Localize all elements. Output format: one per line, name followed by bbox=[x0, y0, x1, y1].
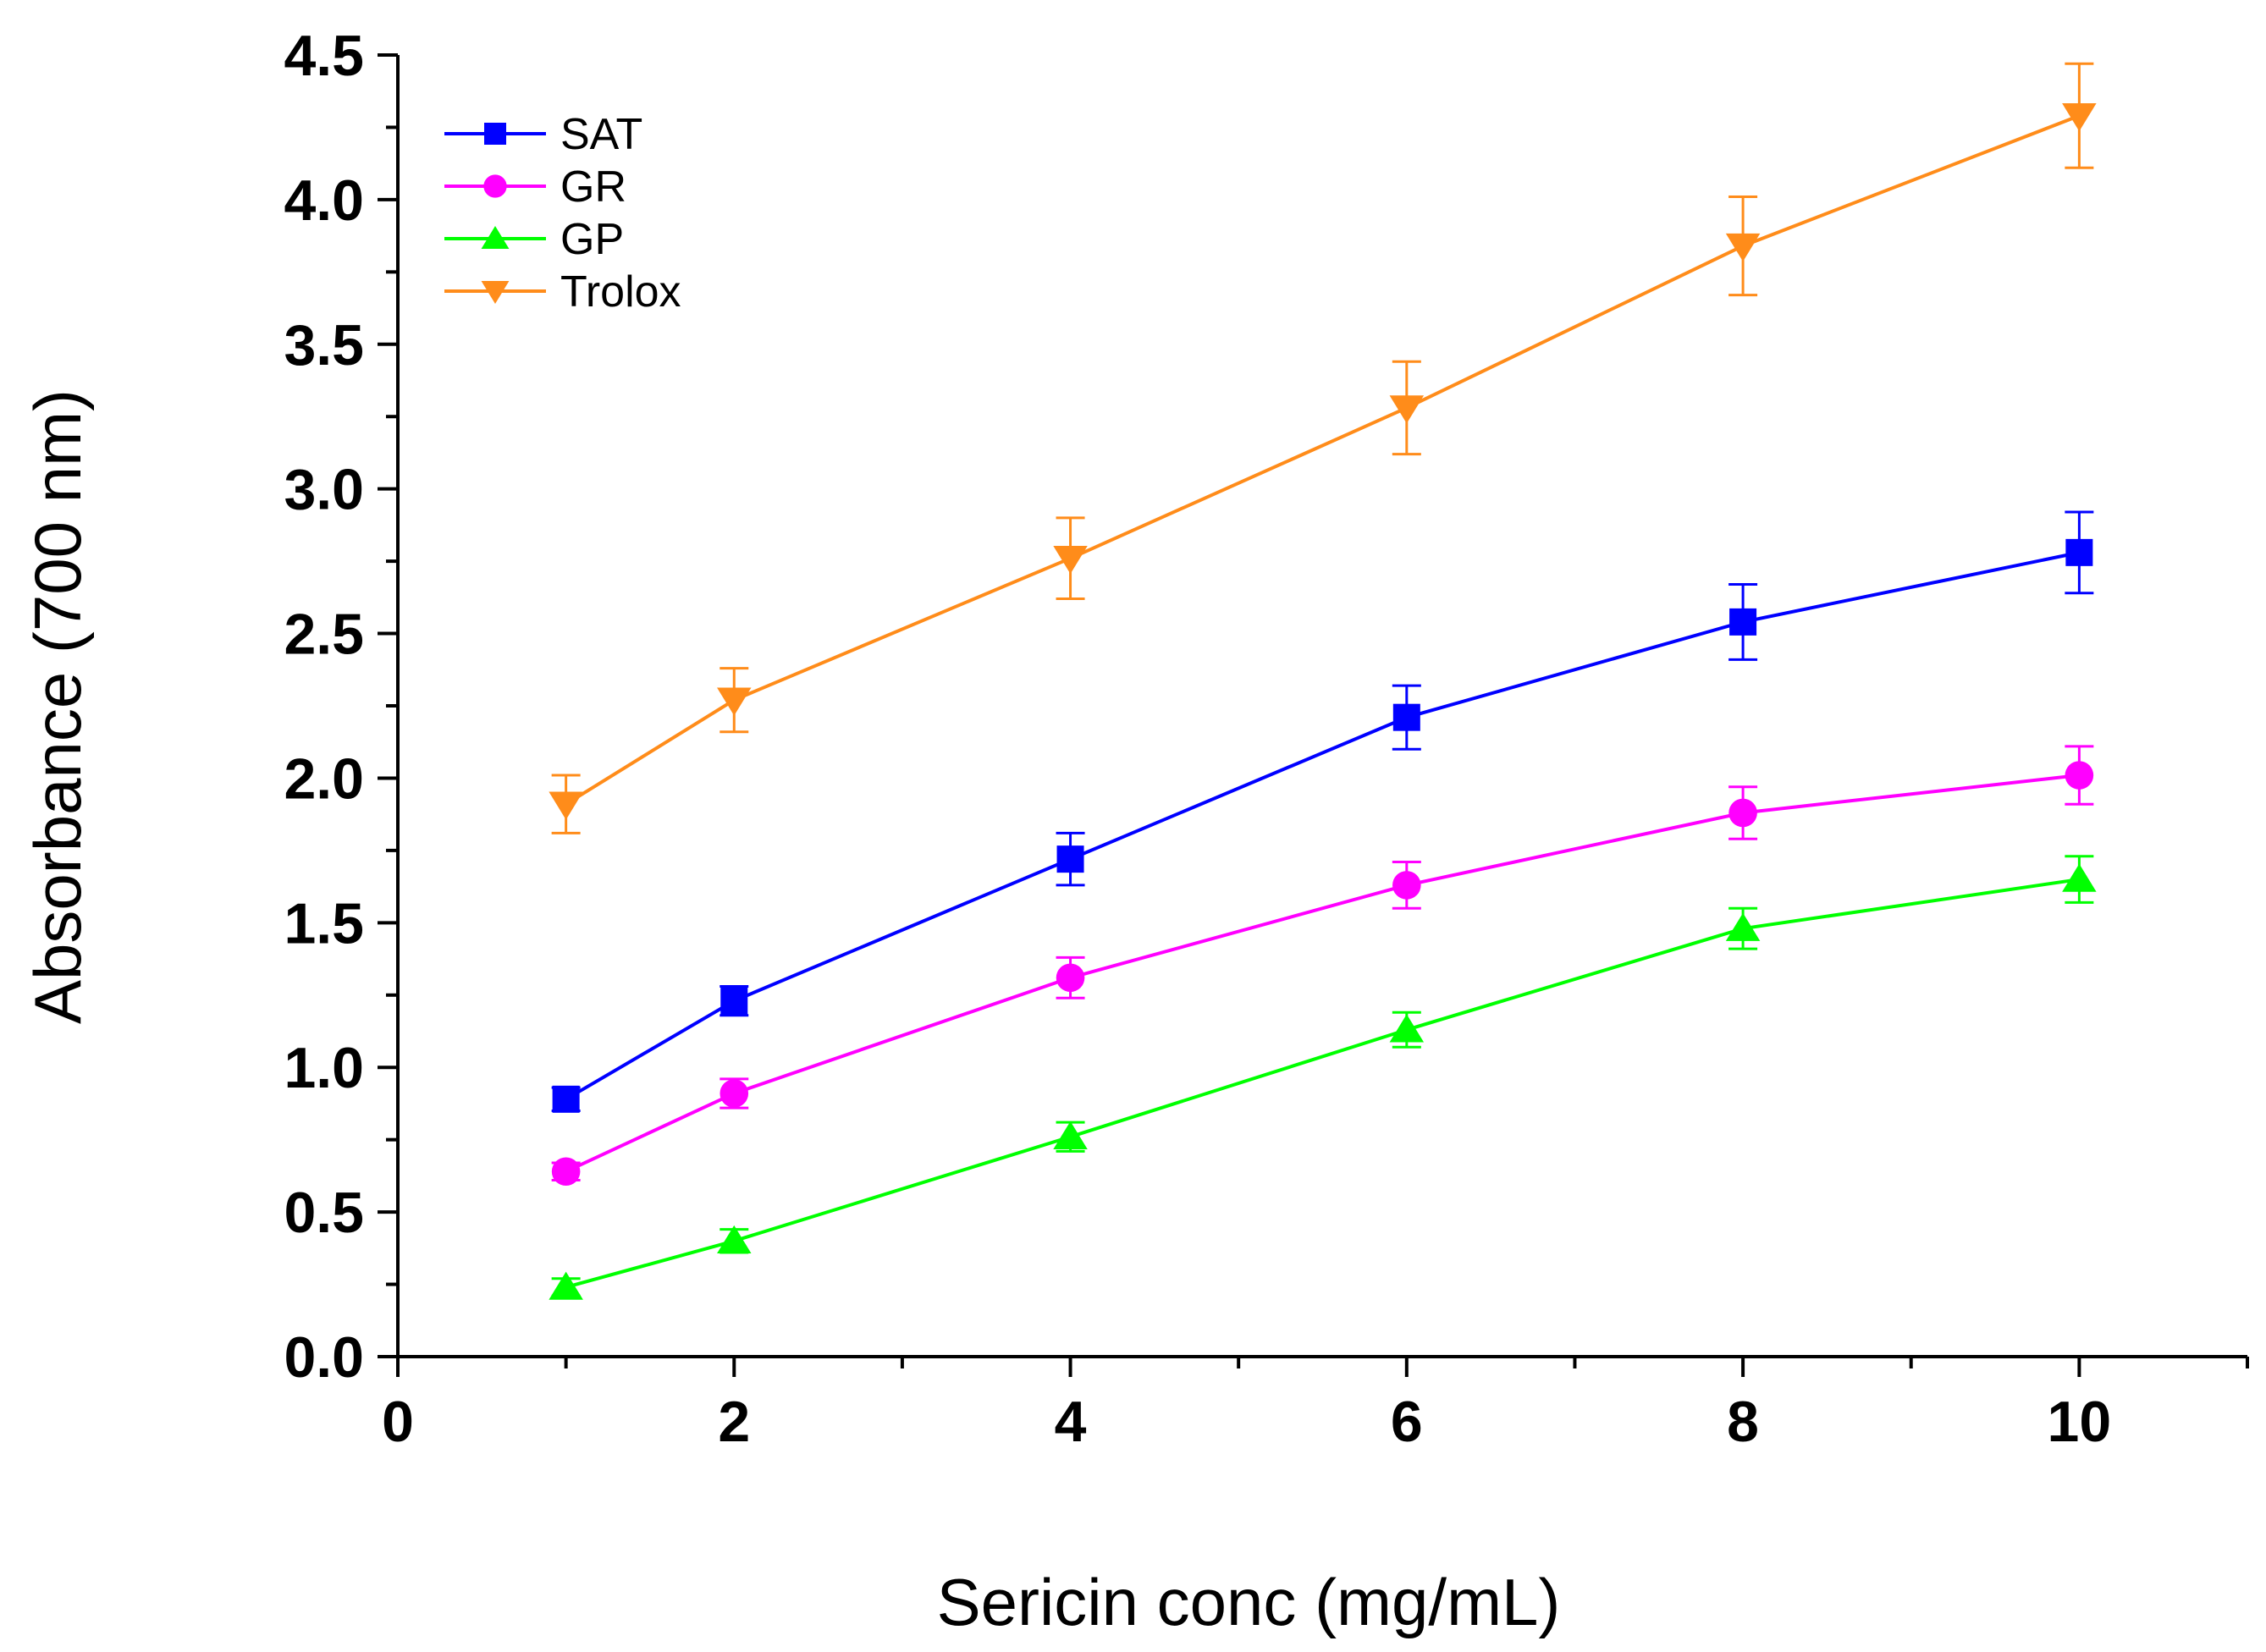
data-point bbox=[717, 1225, 752, 1254]
data-point bbox=[1392, 871, 1421, 900]
legend-label: SAT bbox=[560, 110, 642, 159]
legend-label: GP bbox=[560, 215, 624, 264]
data-point bbox=[2062, 863, 2097, 892]
data-point bbox=[1053, 1121, 1088, 1149]
data-point bbox=[2062, 103, 2097, 132]
x-tick-label: 6 bbox=[1391, 1390, 1423, 1454]
y-tick-label: 4.5 bbox=[284, 24, 364, 88]
y-tick-label: 2.5 bbox=[284, 603, 364, 667]
data-point bbox=[1389, 395, 1425, 424]
data-point bbox=[551, 1157, 581, 1187]
series-line bbox=[565, 774, 2080, 1174]
y-tick-label: 3.5 bbox=[284, 313, 364, 377]
axes: 0 2 4 6 8 10 0.0 0.5 1.0 1.5 2.0 2.5 3.0 3.5 4.0 4.5 bbox=[284, 24, 2249, 1454]
y-axis-title: Absorbance (700 nm) bbox=[20, 389, 95, 1024]
x-tick-label: 0 bbox=[382, 1390, 414, 1454]
data-point bbox=[1056, 963, 1085, 993]
data-point bbox=[719, 1079, 749, 1108]
legend-marker bbox=[483, 174, 507, 198]
legend-item-sat: SAT bbox=[444, 110, 642, 159]
x-axis-title: Sericin conc (mg/mL) bbox=[937, 1565, 1561, 1639]
legend-marker bbox=[484, 123, 506, 145]
data-point bbox=[2065, 761, 2094, 790]
series-trolox bbox=[549, 62, 2097, 834]
legend-item-gp: GP bbox=[444, 215, 624, 264]
series-sat bbox=[551, 510, 2094, 1113]
data-point bbox=[549, 1271, 583, 1300]
series-layer bbox=[549, 62, 2097, 1300]
data-point bbox=[1728, 798, 1757, 828]
data-point bbox=[720, 987, 748, 1015]
data-point bbox=[1389, 1014, 1425, 1043]
series-line bbox=[565, 113, 2081, 806]
data-point bbox=[2065, 538, 2093, 566]
data-point bbox=[1392, 703, 1420, 731]
legend-label: Trolox bbox=[560, 267, 681, 317]
data-point bbox=[1725, 233, 1761, 262]
y-tick-label: 1.0 bbox=[284, 1036, 364, 1100]
x-tick-label: 8 bbox=[1727, 1390, 1759, 1454]
legend-item-trolox: Trolox bbox=[444, 267, 681, 317]
series-line bbox=[565, 550, 2080, 1101]
legend-item-gr: GR bbox=[444, 162, 626, 212]
y-tick-label: 0.5 bbox=[284, 1181, 364, 1245]
x-tick-label: 2 bbox=[718, 1390, 750, 1454]
x-tick-label: 4 bbox=[1055, 1390, 1087, 1454]
y-tick-label: 2.0 bbox=[284, 746, 364, 811]
legend-marker bbox=[481, 226, 510, 249]
data-point bbox=[549, 791, 583, 820]
data-point bbox=[1056, 845, 1084, 873]
series-gr bbox=[551, 745, 2094, 1187]
series-gp bbox=[549, 855, 2097, 1300]
y-tick-label: 3.0 bbox=[284, 458, 364, 522]
y-tick-label: 0.0 bbox=[284, 1325, 364, 1390]
data-point bbox=[552, 1085, 580, 1113]
y-tick-label: 4.0 bbox=[284, 168, 364, 233]
legend-marker bbox=[481, 281, 510, 304]
y-tick-label: 1.5 bbox=[284, 891, 364, 955]
data-point bbox=[1729, 608, 1757, 636]
x-tick-label: 10 bbox=[2048, 1390, 2112, 1454]
data-point bbox=[1725, 912, 1761, 941]
data-point bbox=[717, 687, 752, 716]
series-line bbox=[565, 878, 2080, 1289]
data-point bbox=[1053, 545, 1088, 575]
legend-label: GR bbox=[560, 162, 626, 212]
